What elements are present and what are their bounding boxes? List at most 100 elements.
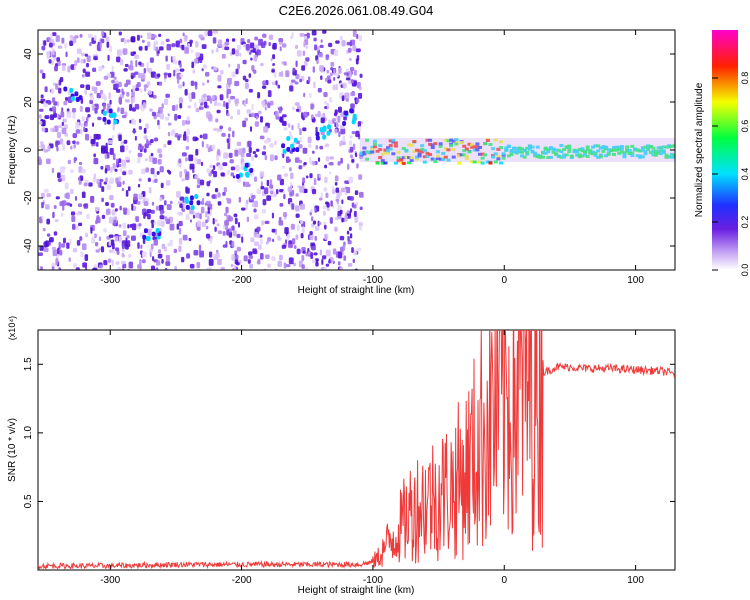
heatmap-cell — [357, 121, 362, 128]
heatmap-cell — [248, 73, 252, 78]
heatmap-cell — [165, 180, 171, 186]
heatmap-cell — [125, 239, 128, 247]
heatmap-cell — [337, 204, 342, 211]
heatmap-cell — [325, 192, 329, 199]
heatmap-cell — [145, 167, 150, 173]
heatmap-cell — [228, 133, 231, 138]
heatmap-cell — [311, 258, 316, 264]
heatmap-cell — [155, 46, 159, 52]
heatmap-cell — [123, 38, 127, 45]
heatmap-cell — [611, 148, 616, 152]
heatmap-cell — [313, 81, 316, 89]
heatmap-cell — [232, 230, 237, 237]
heatmap-cell — [206, 267, 210, 270]
heatmap-cell — [38, 108, 44, 112]
heatmap-cell — [157, 148, 162, 154]
snr-line-path — [38, 330, 675, 570]
heatmap-cell — [198, 244, 202, 252]
heatmap-cell — [85, 122, 88, 127]
heatmap-cell — [275, 80, 278, 86]
heatmap-cell — [354, 215, 359, 223]
heatmap-cell — [149, 251, 152, 258]
heatmap-cell — [247, 38, 251, 44]
heatmap-cell — [438, 144, 443, 148]
heatmap-cell — [155, 227, 160, 233]
heatmap-cell — [117, 107, 120, 113]
heatmap-cell — [225, 225, 229, 231]
colorbar-ticks: 0.00.20.40.60.8 — [712, 72, 750, 276]
heatmap-cell — [126, 235, 130, 239]
heatmap-cell — [260, 238, 263, 245]
heatmap-cell — [221, 53, 226, 59]
heatmap-cell — [243, 101, 247, 108]
heatmap-cell — [167, 113, 170, 117]
heatmap-cell — [337, 115, 341, 123]
heatmap-cell — [396, 150, 401, 154]
heatmap-cell — [262, 33, 267, 38]
heatmap-cell — [359, 73, 363, 78]
heatmap-cell — [341, 187, 346, 193]
heatmap-cell — [283, 193, 286, 200]
heatmap-cell — [593, 153, 598, 157]
heatmap-cell — [53, 231, 58, 236]
heatmap-cell — [556, 148, 561, 152]
heatmap-cell — [272, 42, 277, 50]
heatmap-cell — [218, 164, 223, 171]
heatmap-cell — [111, 209, 116, 216]
heatmap-cell — [103, 228, 107, 233]
heatmap-cell — [274, 193, 277, 197]
heatmap-cell — [72, 133, 77, 138]
heatmap-cell — [248, 88, 253, 93]
heatmap-cell — [303, 111, 308, 118]
heatmap-cell — [441, 151, 446, 155]
heatmap-cell — [194, 81, 198, 87]
heatmap-cell — [514, 150, 519, 154]
heatmap-cell — [134, 71, 139, 75]
heatmap-cell — [113, 76, 117, 80]
heatmap-cell — [195, 148, 199, 156]
heatmap-cell — [311, 30, 317, 36]
heatmap-cell — [121, 88, 124, 94]
heatmap-cell — [653, 149, 658, 153]
heatmap-cell — [245, 98, 248, 105]
heatmap-cell — [493, 160, 498, 164]
heatmap-cell — [337, 261, 341, 266]
heatmap-cell — [178, 97, 183, 104]
heatmap-x-tick-label: 100 — [627, 275, 644, 286]
heatmap-cell — [414, 157, 419, 161]
heatmap-cell — [509, 149, 514, 153]
heatmap-cell — [525, 150, 530, 154]
heatmap-cell — [163, 246, 168, 252]
heatmap-cell — [438, 157, 443, 161]
heatmap-cell — [57, 172, 61, 179]
heatmap-cell — [229, 227, 232, 233]
heatmap-cell — [189, 98, 193, 103]
heatmap-cell — [150, 71, 156, 78]
heatmap-cell — [184, 89, 188, 96]
heatmap-cell — [164, 200, 167, 206]
heatmap-cell — [320, 117, 325, 124]
heatmap-cell — [217, 148, 220, 156]
colorbar-tick-label: 0.2 — [740, 216, 750, 229]
heatmap-cell — [404, 149, 409, 153]
heatmap-cell — [359, 152, 364, 156]
heatmap-cell — [75, 267, 80, 270]
heatmap-cell — [138, 61, 142, 66]
heatmap-cell — [161, 220, 165, 228]
heatmap-cell — [118, 158, 122, 164]
heatmap-cell — [274, 71, 277, 78]
heatmap-cell — [326, 202, 330, 208]
heatmap-cell — [202, 197, 205, 205]
heatmap-cell — [92, 122, 95, 127]
heatmap-cell — [65, 51, 68, 58]
heatmap-cell — [208, 251, 213, 258]
heatmap-cell — [89, 95, 95, 101]
heatmap-cell — [272, 62, 275, 67]
heatmap-cell — [585, 155, 590, 159]
heatmap-cell — [156, 53, 160, 57]
heatmap-cell — [235, 49, 240, 57]
heatmap-cell — [313, 252, 318, 256]
heatmap-cell — [240, 233, 244, 237]
heatmap-cell — [202, 64, 208, 69]
heatmap-cell — [93, 157, 99, 165]
